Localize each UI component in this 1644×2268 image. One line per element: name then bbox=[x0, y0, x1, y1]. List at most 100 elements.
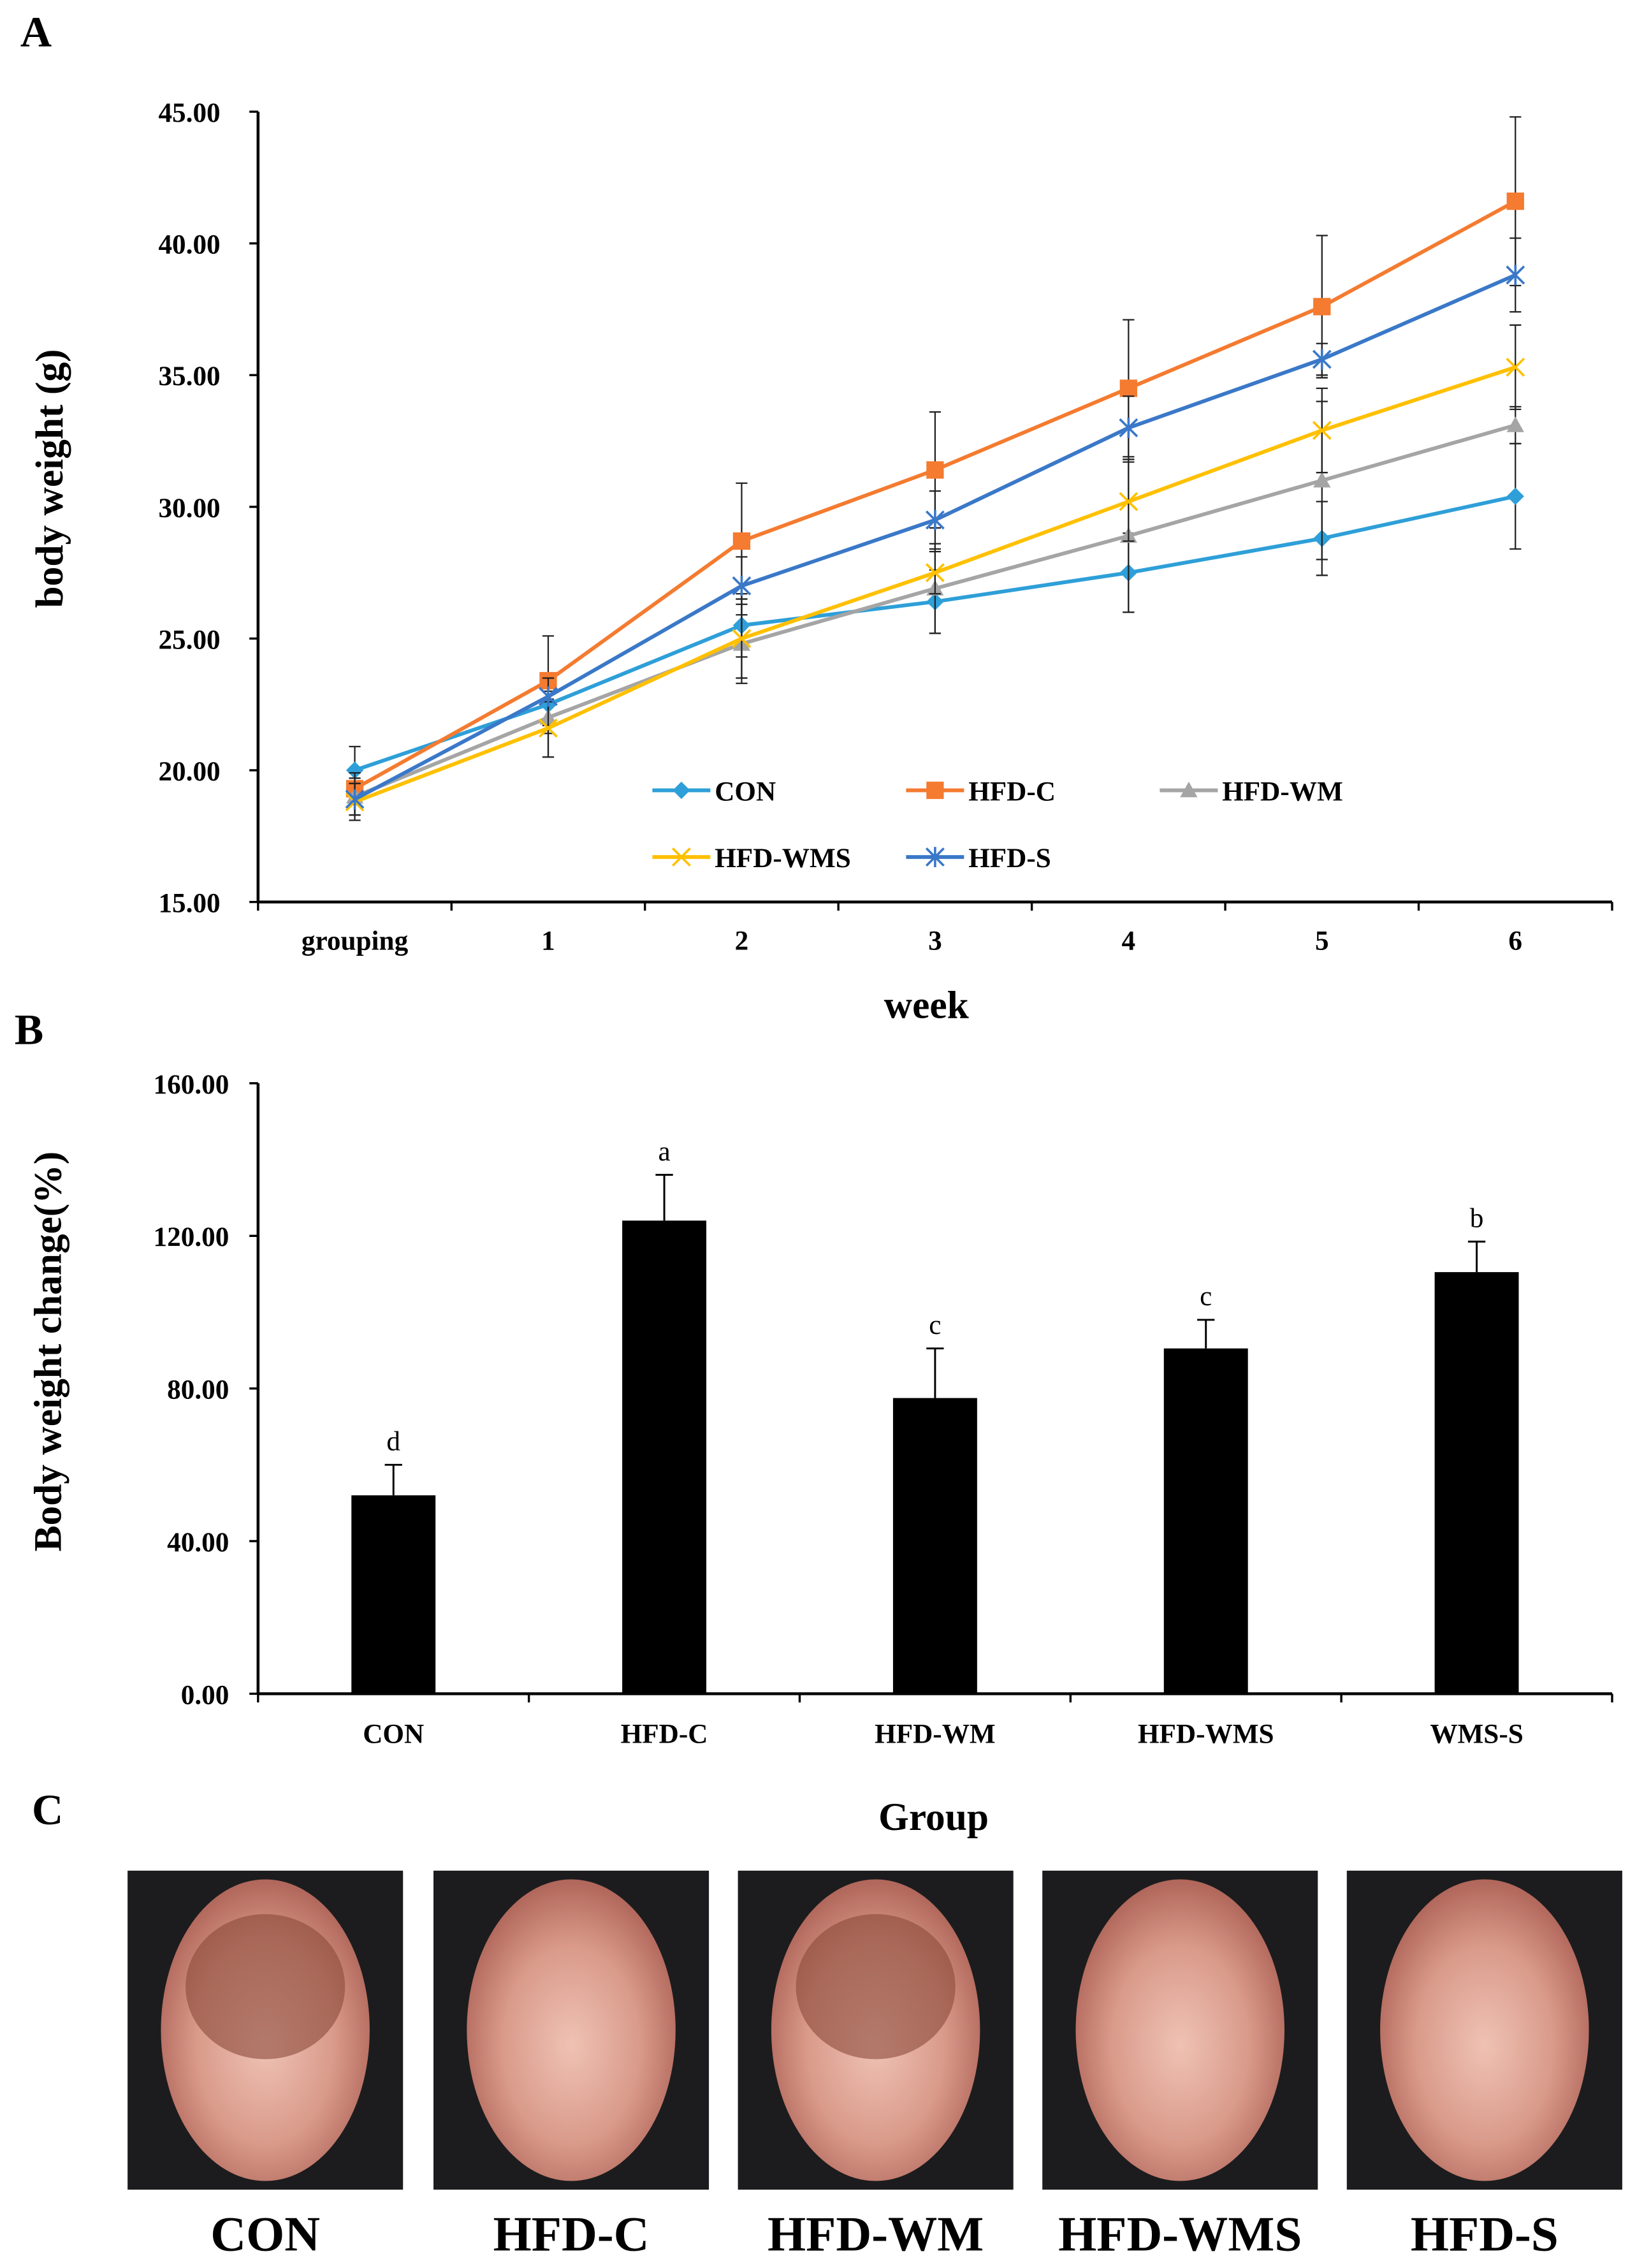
legend-marker bbox=[673, 781, 690, 800]
data-point bbox=[1313, 298, 1331, 316]
photo-row: CON HFD-C HFD-WM HFD-WMS HFD-S bbox=[127, 1870, 1622, 2262]
photo-label: HFD-WM bbox=[767, 2207, 984, 2262]
photo-label: CON bbox=[210, 2207, 320, 2262]
bar bbox=[1434, 1272, 1519, 1694]
bar-chart: 0.00 40.00 80.00 120.00 160.00 d CON a HFD-C c HFD… bbox=[27, 1069, 1613, 1839]
legend-marker bbox=[1180, 781, 1198, 798]
error-bar bbox=[926, 1347, 944, 1398]
dissection-photo-hfd-c: HFD-C bbox=[433, 1870, 709, 2262]
series-hfd-c bbox=[346, 116, 1524, 805]
data-point bbox=[1506, 487, 1524, 506]
legend-marker bbox=[925, 847, 945, 868]
data-point bbox=[346, 761, 364, 779]
data-point bbox=[926, 461, 944, 479]
bar bbox=[622, 1220, 707, 1694]
data-point bbox=[732, 575, 752, 596]
abdomen-image bbox=[1075, 1879, 1284, 2181]
legend-marker bbox=[671, 847, 691, 867]
panel-label-a: A bbox=[20, 8, 52, 56]
y-axis-title: Body weight change(%) bbox=[27, 1152, 70, 1552]
dissection-photo-hfd-wm: HFD-WM bbox=[738, 1870, 1014, 2262]
significance-letter: b bbox=[1470, 1203, 1484, 1234]
data-point bbox=[732, 629, 752, 648]
bar bbox=[1163, 1348, 1248, 1694]
legend-label: HFD-C bbox=[968, 776, 1056, 807]
x-tick-label: 4 bbox=[1122, 926, 1136, 956]
panel-label-c: C bbox=[32, 1785, 63, 1834]
data-point bbox=[1313, 471, 1331, 488]
x-axis-title: week bbox=[884, 984, 970, 1027]
error-bar bbox=[1197, 1319, 1215, 1349]
x-tick-label: grouping bbox=[302, 926, 409, 956]
y-tick-label: 160.00 bbox=[154, 1069, 229, 1100]
data-point bbox=[1119, 418, 1138, 438]
dissection-photo-hfd-s: HFD-S bbox=[1346, 1870, 1622, 2262]
line-chart: 15.00 20.00 25.00 30.00 35.00 40.00 45.00 group… bbox=[28, 98, 1613, 1027]
x-tick-label: 3 bbox=[928, 926, 942, 956]
error-bar bbox=[655, 1174, 673, 1221]
data-point bbox=[539, 686, 558, 707]
y-tick-label: 35.00 bbox=[158, 361, 220, 391]
y-tick-label: 45.00 bbox=[158, 98, 220, 128]
data-point bbox=[1506, 192, 1524, 210]
legend-label: HFD-WMS bbox=[715, 843, 851, 874]
y-tick-label: 80.00 bbox=[167, 1375, 229, 1405]
x-tick-label: 2 bbox=[735, 926, 749, 956]
y-tick-label: 120.00 bbox=[154, 1222, 229, 1252]
x-tick-label: HFD-WMS bbox=[1138, 1719, 1274, 1750]
data-point bbox=[1312, 421, 1332, 441]
data-point bbox=[345, 789, 365, 810]
organs-image bbox=[796, 1914, 956, 2059]
x-axis-title: Group bbox=[878, 1796, 989, 1839]
panel-label-b: B bbox=[15, 1005, 44, 1053]
legend: CON HFD-C HFD-WM HFD-WMS HFD-S bbox=[652, 776, 1343, 874]
data-point bbox=[1506, 357, 1525, 377]
legend-label: CON bbox=[715, 776, 776, 807]
legend-label: HFD-S bbox=[968, 843, 1051, 874]
photo-label: HFD-C bbox=[493, 2207, 650, 2262]
series-hfd-s bbox=[345, 237, 1525, 816]
y-tick-label: 40.00 bbox=[158, 230, 220, 260]
x-tick-label: WMS-S bbox=[1430, 1719, 1523, 1750]
significance-letter: c bbox=[929, 1310, 941, 1340]
y-tick-label: 30.00 bbox=[158, 493, 220, 523]
abdomen-image bbox=[467, 1879, 676, 2181]
bar bbox=[351, 1495, 436, 1694]
series-hfd-wms bbox=[345, 324, 1525, 821]
significance-letter: c bbox=[1200, 1281, 1212, 1312]
legend-label: HFD-WM bbox=[1222, 776, 1343, 807]
error-bar bbox=[384, 1463, 402, 1496]
y-tick-label: 25.00 bbox=[158, 624, 220, 655]
data-point bbox=[1506, 265, 1525, 286]
data-point bbox=[732, 532, 751, 550]
x-tick-label: 1 bbox=[541, 926, 555, 956]
data-point bbox=[1119, 379, 1137, 397]
data-point bbox=[539, 719, 558, 738]
data-point bbox=[1312, 349, 1332, 370]
photo-label: HFD-WMS bbox=[1058, 2207, 1302, 2262]
abdomen-image bbox=[1380, 1879, 1589, 2181]
significance-letter: d bbox=[386, 1426, 400, 1457]
photo-label: HFD-S bbox=[1411, 2207, 1559, 2262]
y-tick-label: 40.00 bbox=[167, 1527, 229, 1558]
y-axis-title: body weight (g) bbox=[28, 349, 71, 608]
y-tick-label: 20.00 bbox=[158, 756, 220, 787]
significance-letter: a bbox=[658, 1136, 670, 1167]
x-tick-label: HFD-WM bbox=[875, 1719, 996, 1750]
data-point bbox=[925, 509, 945, 530]
dissection-photo-con: CON bbox=[127, 1870, 404, 2262]
x-tick-label: 5 bbox=[1315, 926, 1329, 956]
y-tick-label: 0.00 bbox=[181, 1679, 229, 1710]
error-bar bbox=[1467, 1240, 1486, 1273]
data-point bbox=[1119, 492, 1138, 511]
x-tick-label: 6 bbox=[1508, 926, 1522, 956]
bar bbox=[892, 1398, 977, 1694]
organs-image bbox=[185, 1914, 346, 2059]
data-point bbox=[925, 563, 945, 583]
data-point bbox=[1506, 416, 1524, 432]
y-tick-label: 15.00 bbox=[158, 888, 220, 919]
x-tick-label: HFD-C bbox=[621, 1719, 708, 1750]
x-tick-label: CON bbox=[363, 1719, 424, 1750]
